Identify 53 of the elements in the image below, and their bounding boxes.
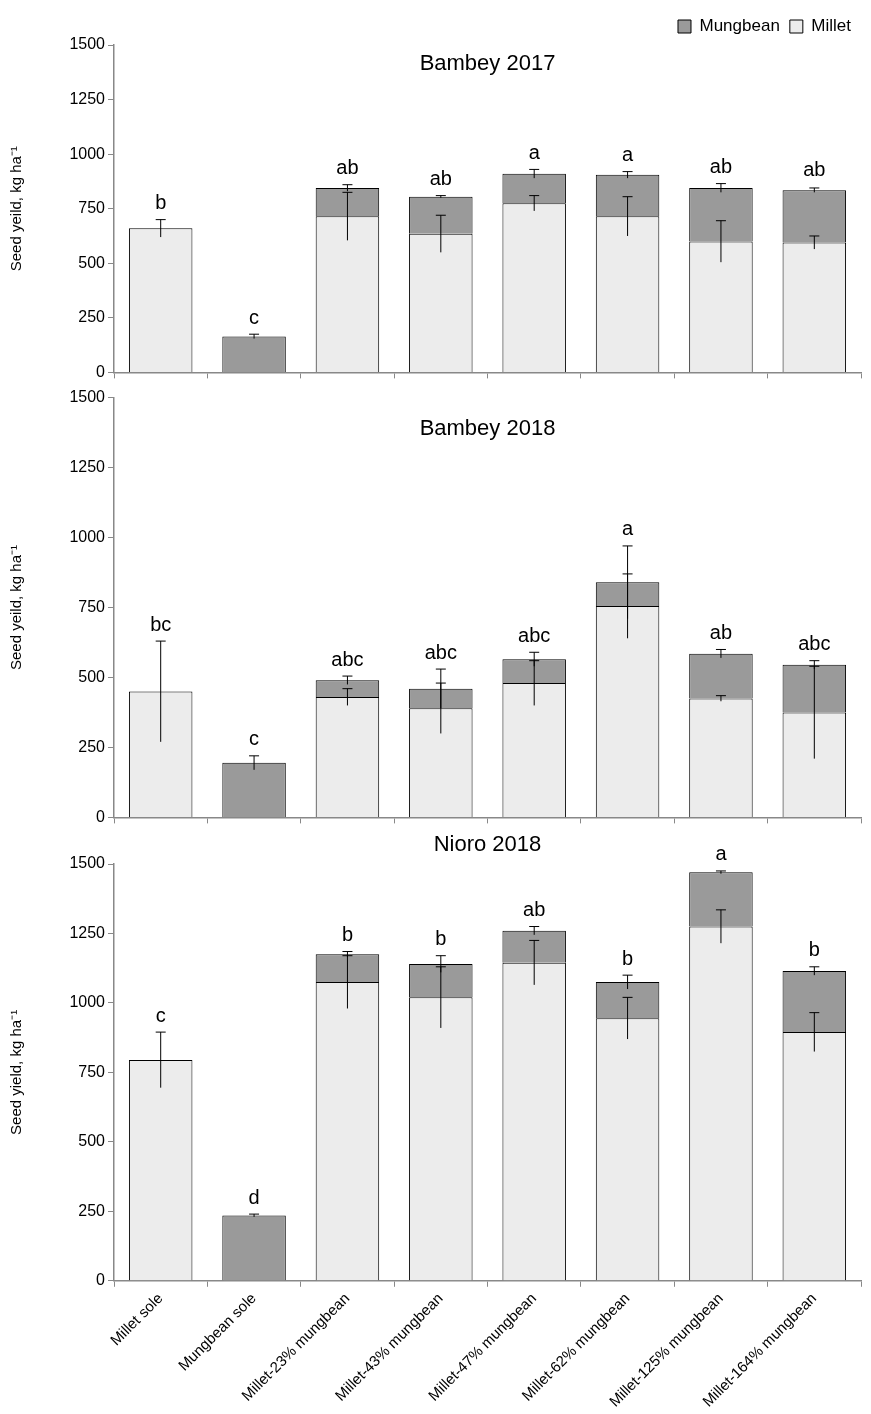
y-tick-label: 0 bbox=[96, 1271, 106, 1289]
annotation: ab bbox=[803, 158, 826, 181]
y-tick-label: 1000 bbox=[69, 993, 106, 1011]
y-tick-label: 1250 bbox=[69, 923, 106, 941]
annotation: c bbox=[155, 1003, 166, 1026]
y-tick-label: 0 bbox=[96, 807, 106, 825]
y-tick-label: 1000 bbox=[69, 527, 106, 545]
chart-title: Nioro 2018 bbox=[433, 831, 542, 857]
annotation: abc bbox=[518, 623, 551, 646]
annotation: ab bbox=[709, 155, 733, 178]
annotation: b bbox=[155, 191, 167, 214]
y-tick-label: 500 bbox=[78, 667, 106, 685]
y-axis-title: Seed yeild, kg ha⁻¹ bbox=[7, 146, 25, 272]
y-tick-label: 250 bbox=[78, 308, 106, 326]
y-tick-label: 750 bbox=[78, 1062, 106, 1080]
chart-title: Bambey 2017 bbox=[419, 50, 556, 76]
annotation: bc bbox=[150, 612, 172, 635]
annotation: ab bbox=[523, 898, 546, 921]
text: Bambey 2018 bbox=[419, 414, 556, 440]
annotation: a bbox=[528, 140, 541, 163]
annotation: a bbox=[622, 517, 634, 540]
y-tick-label: 1500 bbox=[69, 35, 106, 53]
annotation: a bbox=[715, 842, 728, 865]
annotation: c bbox=[249, 305, 260, 328]
annotation: b bbox=[622, 946, 634, 969]
y-tick-label: 1500 bbox=[69, 854, 106, 872]
y-axis-title: Seed yeild, kg ha⁻¹ bbox=[7, 544, 25, 671]
y-tick-label: 0 bbox=[96, 362, 106, 380]
y-tick-label: 500 bbox=[78, 253, 106, 271]
annotation: d bbox=[248, 1185, 260, 1208]
y-tick-label: 750 bbox=[78, 199, 106, 217]
y-tick-label: 250 bbox=[78, 1201, 106, 1219]
annotation: b bbox=[341, 923, 353, 946]
legend-label: Millet bbox=[811, 16, 852, 36]
annotation: ab bbox=[336, 156, 359, 179]
annotation: abc bbox=[424, 640, 457, 663]
annotation: abc bbox=[331, 647, 364, 670]
annotation: b bbox=[808, 938, 820, 961]
legend-label: Mungbean bbox=[699, 16, 780, 36]
annotation: ab bbox=[429, 167, 452, 190]
y-tick-label: 1250 bbox=[69, 89, 106, 107]
annotation: abc bbox=[798, 632, 831, 655]
y-axis-title: Seed yield, kg ha⁻¹ bbox=[7, 1009, 25, 1135]
y-tick-label: 250 bbox=[78, 737, 106, 755]
y-tick-label: 750 bbox=[78, 597, 106, 615]
annotation: a bbox=[622, 143, 634, 166]
annotation: b bbox=[435, 927, 447, 950]
y-tick-label: 500 bbox=[78, 1132, 106, 1150]
y-tick-label: 1000 bbox=[69, 144, 106, 162]
y-tick-label: 1500 bbox=[69, 388, 106, 406]
annotation: ab bbox=[709, 621, 733, 643]
y-tick-label: 1250 bbox=[69, 457, 106, 475]
annotation: c bbox=[249, 727, 260, 750]
